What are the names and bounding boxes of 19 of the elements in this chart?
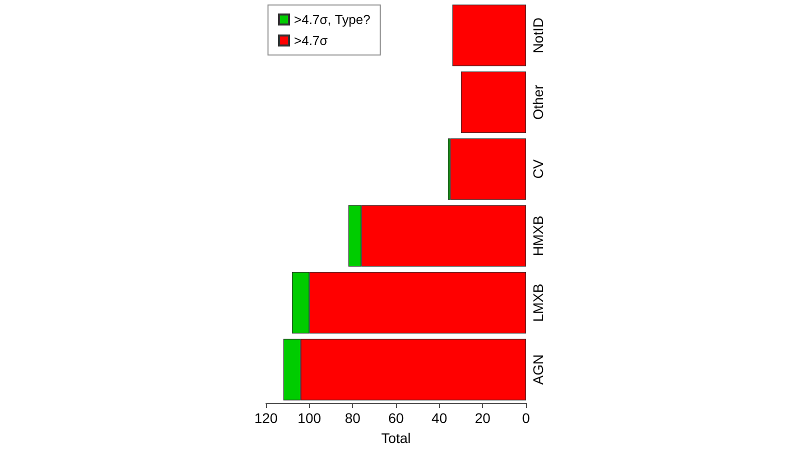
y-tick-label: AGN (530, 354, 546, 385)
legend-label: >4.7σ, Type? (294, 12, 370, 27)
y-tick-label: CV (530, 158, 546, 179)
bar (452, 4, 526, 66)
y-tick-label: LMXB (530, 284, 546, 322)
bar (461, 72, 526, 133)
y-tick-label: HMXB (530, 216, 546, 256)
x-tick-label: 60 (388, 410, 404, 426)
x-tick-label: 40 (432, 410, 448, 426)
x-tick-label: 20 (474, 410, 491, 426)
x-tick-label: 80 (344, 410, 361, 426)
y-tick-label: NotID (530, 18, 546, 54)
x-tick-label: 120 (254, 410, 278, 426)
legend-label: >4.7σ (294, 33, 328, 48)
y-tick-label: Other (530, 84, 546, 120)
x-tick-label: 100 (298, 410, 322, 426)
x-tick-label: 0 (522, 410, 530, 426)
x-axis-title: Total (381, 430, 411, 446)
bar (450, 138, 526, 200)
